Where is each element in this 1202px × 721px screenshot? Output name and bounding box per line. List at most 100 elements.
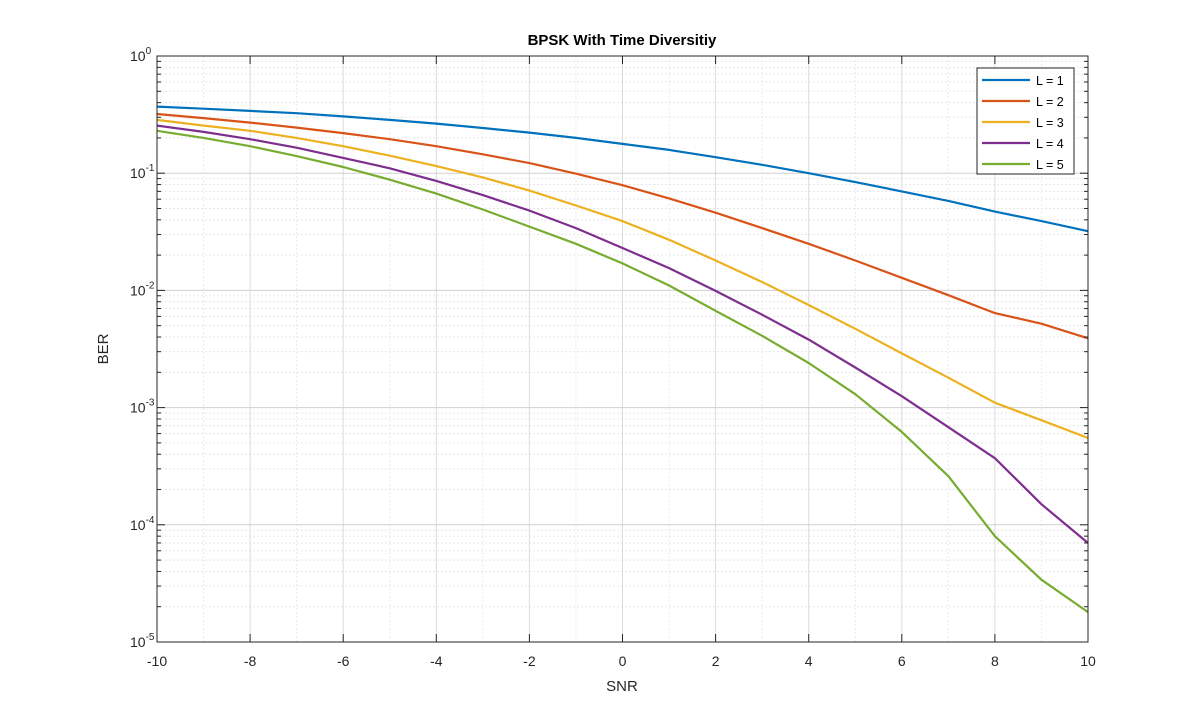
data-point-l5 <box>296 155 298 157</box>
data-point-l1 <box>575 137 577 139</box>
data-point-l2 <box>947 294 949 296</box>
data-point-l4 <box>901 395 903 397</box>
data-point-l1 <box>1040 220 1042 222</box>
data-point-l5 <box>203 137 205 139</box>
data-point-l5 <box>947 475 949 477</box>
data-point-l3 <box>203 125 205 127</box>
data-point-l3 <box>435 165 437 167</box>
data-point-l4 <box>389 167 391 169</box>
data-point-l3 <box>1040 419 1042 421</box>
x-tick-label: 4 <box>805 653 813 669</box>
x-axis-label: SNR <box>606 678 638 695</box>
data-point-l3 <box>622 220 624 222</box>
y-tick-label: 10-5 <box>130 632 155 650</box>
y-tick-labels: 10-5 10-4 10-3 10-2 10-1 100 <box>130 46 155 650</box>
data-point-l3 <box>296 137 298 139</box>
data-point-l5 <box>901 431 903 433</box>
data-point-l5 <box>482 209 484 211</box>
data-point-l5 <box>761 335 763 337</box>
x-tick-label: 6 <box>898 653 906 669</box>
data-point-l4 <box>435 180 437 182</box>
series-layer <box>156 105 1089 614</box>
data-point-l4 <box>947 426 949 428</box>
data-point-l5 <box>528 226 530 228</box>
data-point-l1 <box>342 115 344 117</box>
data-point-l3 <box>668 239 670 241</box>
data-point-l5 <box>1040 579 1042 581</box>
data-point-l5 <box>249 145 251 147</box>
y-tick-label: 10-1 <box>130 163 155 181</box>
data-point-l1 <box>761 164 763 166</box>
data-point-l3 <box>808 304 810 306</box>
data-point-l4 <box>808 339 810 341</box>
data-point-l1 <box>389 119 391 121</box>
series-line-l2 <box>156 112 1089 340</box>
data-point-l1 <box>435 123 437 125</box>
tick-layer <box>156 55 1089 643</box>
data-point-l5 <box>994 535 996 537</box>
data-point-l3 <box>389 155 391 157</box>
x-tick-labels: -10 -8 -6 -4 -2 0 2 4 6 8 10 <box>147 653 1096 669</box>
legend: L = 1 L = 2 L = 3 L = 4 L = 5 <box>976 67 1075 175</box>
x-tick-label: -4 <box>430 653 443 669</box>
x-tick-label: -2 <box>523 653 536 669</box>
y-tick-label: 100 <box>130 46 152 64</box>
data-point-l1 <box>808 172 810 174</box>
series-line-l5 <box>156 129 1089 614</box>
data-point-l1 <box>296 112 298 114</box>
data-point-l5 <box>715 310 717 312</box>
x-tick-label: 8 <box>991 653 999 669</box>
data-point-l4 <box>1040 503 1042 505</box>
data-point-l2 <box>854 260 856 262</box>
data-point-l3 <box>854 328 856 330</box>
series-line-l4 <box>156 124 1089 544</box>
data-point-l1 <box>854 181 856 183</box>
data-point-l2 <box>435 145 437 147</box>
data-point-l1 <box>528 132 530 134</box>
data-point-l4 <box>528 210 530 212</box>
data-point-l5 <box>808 362 810 364</box>
data-point-l3 <box>528 190 530 192</box>
data-point-l2 <box>715 212 717 214</box>
y-tick-label: 10-3 <box>130 398 155 416</box>
data-point-l5 <box>854 393 856 395</box>
data-point-l1 <box>249 110 251 112</box>
data-point-l5 <box>668 285 670 287</box>
series-line-l3 <box>156 118 1089 440</box>
data-point-l4 <box>482 194 484 196</box>
x-tick-label: 2 <box>712 653 720 669</box>
data-point-l2 <box>296 127 298 129</box>
data-point-l2 <box>203 117 205 119</box>
data-point-l4 <box>715 290 717 292</box>
data-point-l2 <box>342 132 344 134</box>
data-point-l2 <box>994 312 996 314</box>
data-point-l2 <box>528 162 530 164</box>
data-point-l5 <box>389 179 391 181</box>
data-point-l2 <box>389 138 391 140</box>
data-point-l5 <box>342 166 344 168</box>
data-point-l3 <box>482 176 484 178</box>
data-point-l2 <box>668 197 670 199</box>
x-tick-label: -8 <box>244 653 257 669</box>
data-point-l5 <box>622 262 624 264</box>
data-point-l4 <box>668 267 670 269</box>
data-point-l2 <box>761 227 763 229</box>
data-point-l2 <box>575 173 577 175</box>
data-point-l4 <box>203 131 205 133</box>
series-line-l1 <box>156 105 1089 233</box>
data-point-l1 <box>947 200 949 202</box>
y-axis-label: BER <box>95 333 112 364</box>
x-tick-label: 10 <box>1080 653 1096 669</box>
data-point-l1 <box>668 149 670 151</box>
data-point-l4 <box>575 227 577 229</box>
data-point-l1 <box>203 108 205 110</box>
x-tick-label: 0 <box>619 653 627 669</box>
y-tick-label: 10-2 <box>130 280 155 298</box>
data-point-l1 <box>482 127 484 129</box>
data-point-l1 <box>901 190 903 192</box>
data-point-l3 <box>994 402 996 404</box>
data-point-l2 <box>622 184 624 186</box>
data-point-l1 <box>994 211 996 213</box>
